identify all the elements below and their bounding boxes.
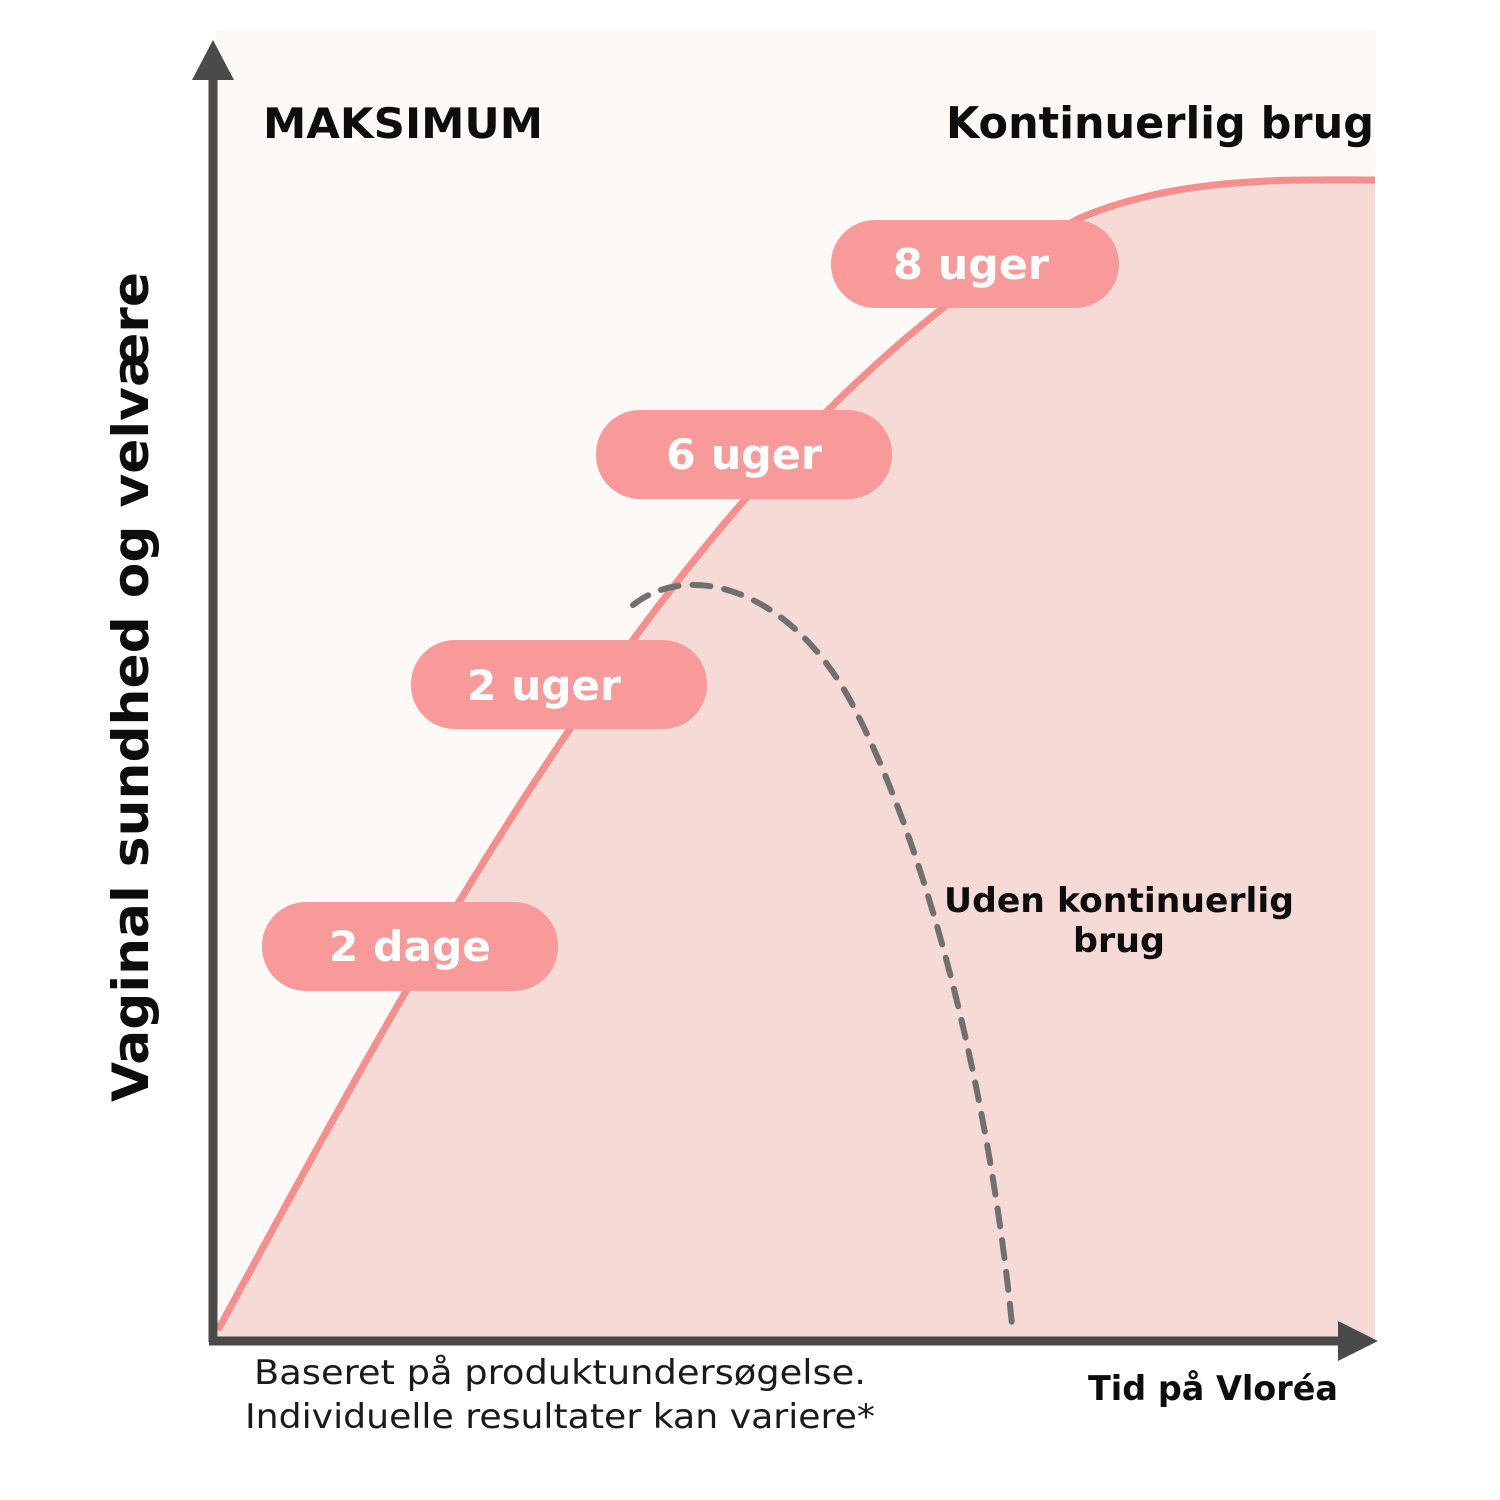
milestone-pill-bg <box>596 410 892 499</box>
top-right-label: Kontinuerlig brug <box>946 98 1374 149</box>
milestone-label: 2 dage <box>329 922 491 971</box>
dashed-series-label-line2: brug <box>1073 921 1165 961</box>
without-continuous-use-curve <box>630 581 1015 1328</box>
milestone-label: 6 uger <box>666 430 822 479</box>
x-axis-label: Tid på Vloréa <box>1088 1369 1338 1409</box>
milestone-pill-8-uger: 8 uger <box>831 220 1119 308</box>
continuous-use-area <box>218 179 1375 1338</box>
milestone-pill-bg <box>831 220 1119 308</box>
y-axis-arrow-icon <box>192 40 234 80</box>
y-axis-label: Vaginal sundhed og velvære <box>102 272 160 1102</box>
footnote-line2: Individuelle resultater kan variere* <box>245 1397 875 1437</box>
x-axis-arrow-icon <box>1338 1321 1378 1361</box>
milestone-pill-6-uger: 6 uger <box>596 410 892 499</box>
milestone-label: 8 uger <box>893 240 1049 289</box>
milestone-pill-bg <box>262 902 558 991</box>
milestone-label: 2 uger <box>467 661 621 710</box>
milestone-pill-2-uger: 2 uger <box>411 640 707 729</box>
milestone-pill-bg <box>411 640 707 729</box>
top-left-label: MAKSIMUM <box>263 99 543 148</box>
milestone-pill-2-dage: 2 dage <box>262 902 558 991</box>
footnote-line1: Baseret på produktundersøgelse. <box>254 1353 866 1393</box>
dashed-series-label-line1: Uden kontinuerlig <box>944 881 1294 921</box>
